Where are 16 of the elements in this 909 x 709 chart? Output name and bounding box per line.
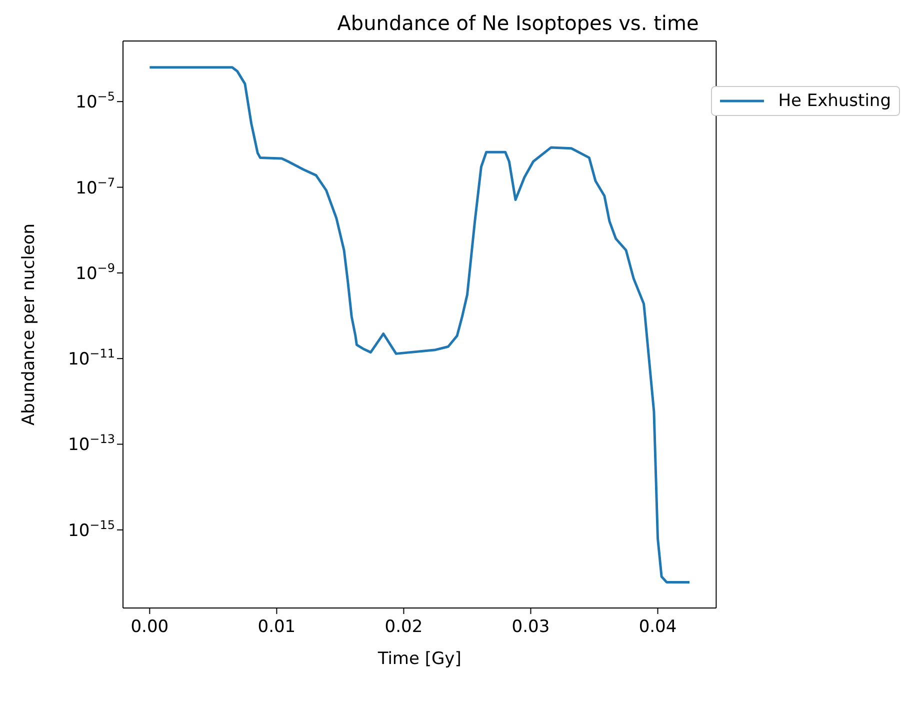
x-axis-title: Time [Gy] bbox=[376, 649, 462, 669]
legend-label: He Exhusting bbox=[778, 91, 891, 111]
y-tick-label: 10$^{−9}$ bbox=[76, 260, 115, 284]
y-tick-label: 10$^{−5}$ bbox=[76, 90, 115, 113]
x-tick-label: 0.00 bbox=[130, 617, 169, 637]
line-series bbox=[148, 66, 691, 584]
chart-title: Abundance of Ne Isoptopes vs. time bbox=[336, 10, 700, 37]
y-tick-label: 10$^{−15}$ bbox=[68, 518, 115, 541]
y-tick-label: 10$^{−7}$ bbox=[76, 175, 115, 198]
y-tick-label: 10$^{−13}$ bbox=[68, 432, 115, 456]
x-tick-label: 0.03 bbox=[512, 617, 550, 637]
y-axis-title: Abundance per nucleon bbox=[19, 223, 40, 426]
y-tick-label: 10$^{−11}$ bbox=[68, 346, 115, 370]
x-tick-label: 0.02 bbox=[384, 617, 423, 637]
x-tick-label: 0.01 bbox=[258, 617, 296, 637]
x-tick-label: 0.04 bbox=[638, 617, 677, 637]
